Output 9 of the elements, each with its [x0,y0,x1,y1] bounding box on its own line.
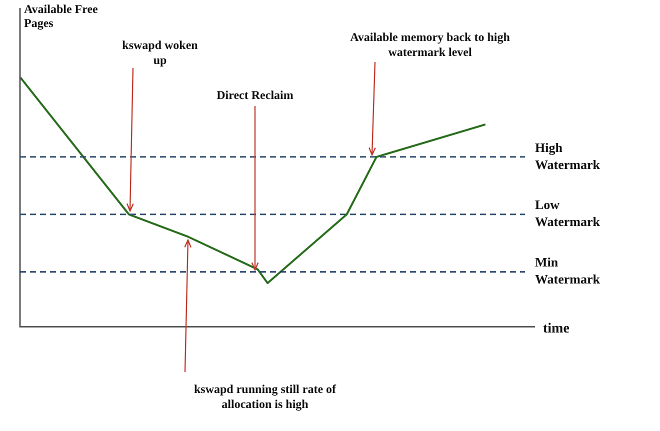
x-axis-title: time [543,321,570,336]
text: kswapd woken up [122,38,198,68]
y-axis-title: Available Free Pages [24,2,99,30]
ref-line-label: Low Watermark [535,197,601,230]
text: Available memory back to high watermark level [350,30,510,60]
annotation: Direct Reclaim [216,88,294,102]
ref-line-label: Min Watermark [535,254,601,287]
ref-line-label: High Watermark [535,140,601,172]
text: kswapd running still rate of allocation is high [194,382,338,412]
